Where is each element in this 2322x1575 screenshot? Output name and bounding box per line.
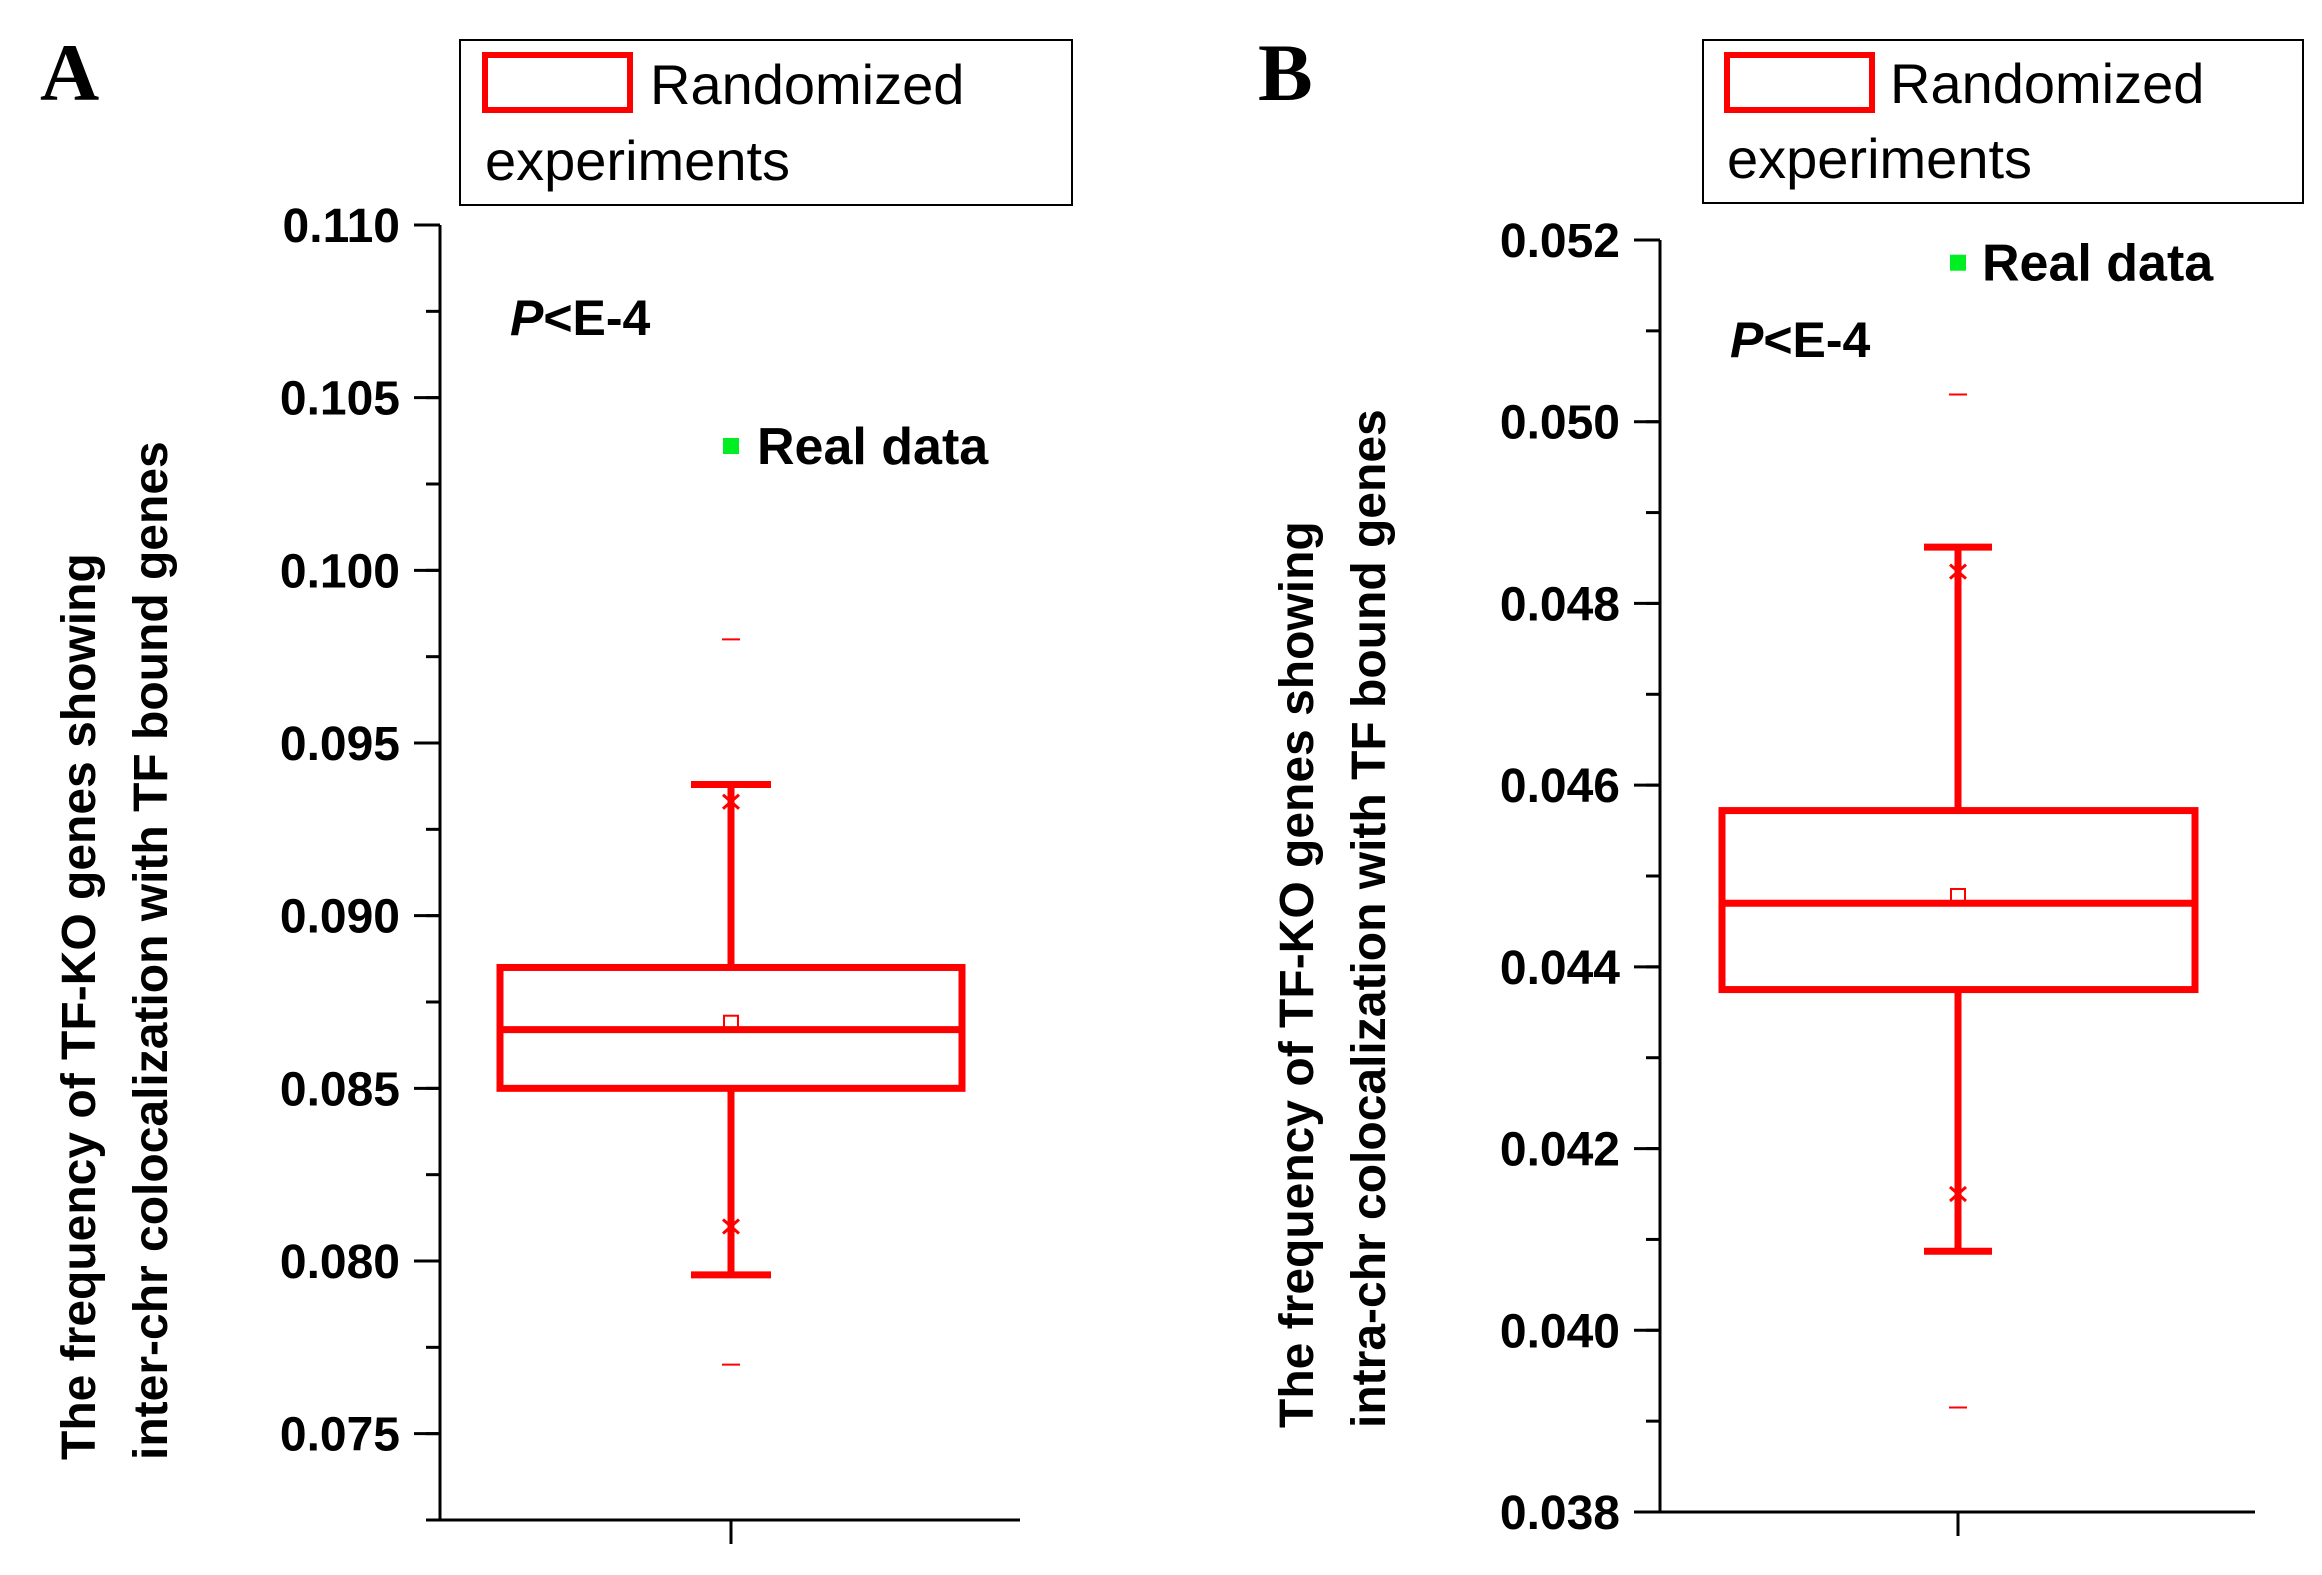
panel-b: B Randomized experiments The frequency o… [1258,27,2304,1540]
tick-label: 0.085 [280,1063,400,1116]
real-data-label-b: Real data [1982,235,2214,293]
panel-b-letter: B [1258,27,1313,118]
legend-a-line1: Randomized [650,53,964,116]
p-value-a-italic: P [510,290,544,346]
p99-marker [1949,563,1967,580]
panel-a: A Randomized experiments The frequency o… [40,27,1073,1544]
tick-label: 0.046 [1500,760,1620,813]
tick-label: 0.090 [280,891,400,944]
tick-label: 0.052 [1500,215,1620,268]
mean-marker [723,1014,739,1029]
tick-labels-b: 0.038 0.040 0.042 0.044 0.046 0.048 0.050 0.052 [1500,215,1620,1540]
y-axis-label-a-line2: inter-chr colocalization with TF bound g… [125,441,178,1460]
tick-label: 0.044 [1500,942,1620,995]
boxplot-b [1718,393,2199,1409]
y-axis-label-b-line2: intra-chr colocalization with TF bound g… [1343,409,1396,1428]
tick-label: 0.048 [1500,578,1620,631]
legend-a-swatch [482,52,633,113]
legend-a-frame [459,39,1073,206]
tick-label: 0.110 [283,200,400,253]
real-data-marker-a [723,438,739,455]
legend-b: Randomized experiments [1702,39,2304,204]
tick-label: 0.042 [1500,1124,1620,1177]
tick-label: 0.050 [1500,397,1620,450]
tick-label: 0.075 [280,1409,400,1462]
tick-label: 0.095 [280,718,400,771]
real-data-marker-b [1950,254,1966,271]
real-data-label-a: Real data [757,418,989,476]
p-value-b: P<E-4 [1730,312,1871,368]
legend-a: Randomized experiments [459,39,1073,206]
p99-marker [722,793,740,810]
axes-b [1634,238,2255,1536]
legend-b-line1: Randomized [1890,52,2204,115]
y-axis-label-a-line1: The frequency of TF-KO genes showing [53,553,106,1460]
legend-b-line2: experiments [1727,127,2032,190]
tick-label: 0.038 [1500,1487,1620,1540]
boxplot-a [496,638,966,1366]
y-axis-label-a: The frequency of TF-KO genes showing int… [53,441,178,1460]
legend-a-line2: experiments [485,129,790,192]
y-axis-label-b-line1: The frequency of TF-KO genes showing [1271,521,1324,1428]
tick-label: 0.105 [280,373,400,426]
p-value-a-rest: <E-4 [543,290,650,346]
tick-label: 0.040 [1500,1305,1620,1358]
p-value-b-italic: P [1730,312,1764,368]
p-value-a: P<E-4 [510,290,651,346]
y-axis-label-b: The frequency of TF-KO genes showing int… [1271,409,1396,1428]
legend-b-frame [1702,39,2304,204]
legend-b-swatch [1724,52,1875,113]
panel-a-letter: A [40,27,99,118]
p1-marker [1949,1185,1967,1203]
axes-a [414,223,1020,1544]
p1-marker [722,1218,740,1235]
tick-label: 0.100 [280,545,400,598]
tick-label: 0.080 [280,1236,400,1289]
mean-marker [1950,887,1966,902]
p-value-b-rest: <E-4 [1763,312,1870,368]
tick-labels-a: 0.075 0.080 0.085 0.090 0.095 0.100 0.105 0.110 [280,200,400,1462]
